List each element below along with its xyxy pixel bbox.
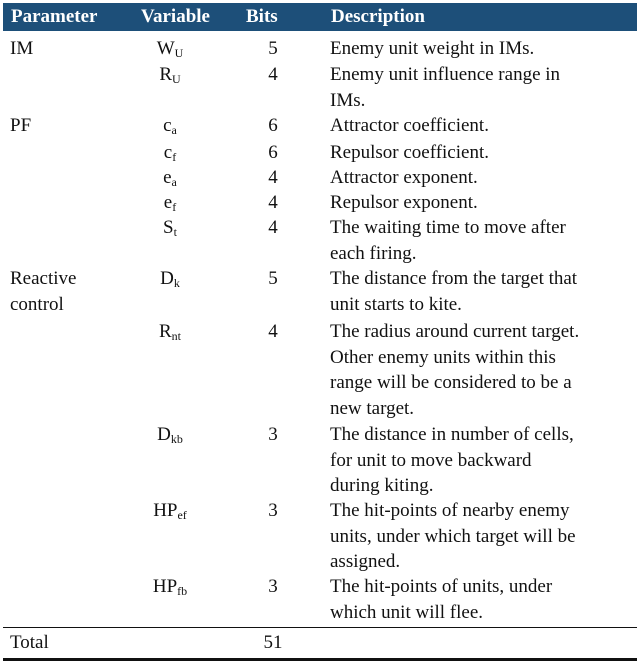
description-line: The waiting time to move after: [330, 217, 566, 238]
description-line: range will be considered to be a: [330, 372, 572, 393]
group-label: IM: [10, 38, 34, 59]
bits-cell: 4: [268, 321, 278, 342]
variable-subscript: fb: [177, 584, 188, 598]
description-line: The hit-points of nearby enemy: [330, 500, 570, 521]
variable-cell: Dkb: [130, 422, 210, 452]
total-label: Total: [10, 632, 49, 653]
description-line: new target.: [330, 397, 415, 419]
variable-symbol: R: [158, 321, 172, 342]
description-line: unit starts to kite.: [330, 293, 462, 315]
variable-cell: HPef: [130, 498, 210, 528]
variable-symbol: e: [163, 192, 173, 213]
variable-symbol: e: [163, 167, 172, 188]
bits-cell: 3: [268, 576, 278, 597]
variable-symbol: c: [163, 115, 172, 136]
description-line: Enemy unit weight in IMs.: [330, 38, 535, 59]
bits-cell: 3: [268, 424, 278, 445]
description-line: units, under which target will be: [330, 525, 576, 547]
description-line: Other enemy units within this: [330, 346, 556, 368]
bits-cell: 5: [268, 38, 278, 59]
variable-cell: HPfb: [130, 574, 210, 604]
variable-subscript: a: [171, 175, 177, 189]
variable-subscript: U: [172, 72, 181, 86]
header-variable: Variable: [141, 6, 210, 27]
variable-symbol: HP: [152, 576, 178, 597]
variable-subscript: f: [172, 200, 177, 214]
description-line: The distance in number of cells,: [330, 424, 574, 445]
description-line: assigned.: [330, 551, 401, 572]
variable-cell: St: [130, 215, 210, 245]
group-label: PF: [10, 115, 32, 136]
variable-cell: Dk: [130, 266, 210, 296]
variable-cell: Rnt: [130, 319, 210, 349]
total-bits: 51: [263, 632, 283, 653]
table-bottom-rule: [3, 658, 637, 661]
description-line: The distance from the target that: [330, 268, 578, 289]
variable-symbol: D: [160, 268, 174, 289]
bits-cell: 6: [268, 142, 278, 163]
variable-symbol: D: [157, 424, 171, 445]
bits-cell: 4: [268, 192, 278, 213]
bits-cell: 5: [268, 268, 278, 289]
table-header: Parameter Variable Bits Description: [3, 3, 637, 31]
variable-symbol: S: [163, 217, 174, 238]
variable-subscript: t: [173, 225, 177, 239]
header-description: Description: [331, 6, 425, 27]
variable-symbol: R: [159, 64, 172, 85]
bits-cell: 4: [268, 167, 278, 188]
description-line: Attractor coefficient.: [330, 115, 489, 136]
bits-cell: 4: [268, 217, 278, 238]
variable-cell: RU: [130, 62, 210, 92]
variable-cell: ea: [130, 165, 210, 195]
description-line: Repulsor coefficient.: [330, 142, 489, 163]
variable-cell: WU: [130, 36, 210, 66]
variable-symbol: HP: [153, 500, 178, 521]
variable-subscript: ef: [177, 508, 187, 522]
description-line: The radius around current target.: [330, 321, 580, 342]
description-line: IMs.: [330, 89, 366, 111]
variable-symbol: W: [156, 38, 175, 59]
description-line: Enemy unit influence range in: [330, 64, 561, 85]
description-line: Attractor exponent.: [330, 167, 478, 188]
header-parameter: Parameter: [11, 6, 98, 27]
bits-cell: 6: [268, 115, 278, 136]
total-divider: [3, 627, 637, 628]
group-label: control: [10, 293, 64, 315]
description-line: during kiting.: [330, 475, 434, 496]
variable-subscript: kb: [170, 432, 183, 446]
header-bits: Bits: [246, 6, 278, 27]
variable-symbol: c: [163, 142, 173, 163]
description-line: which unit will flee.: [330, 601, 484, 623]
variable-cell: ca: [130, 113, 210, 143]
variable-subscript: nt: [171, 329, 182, 343]
bits-cell: 3: [268, 500, 278, 521]
variable-subscript: f: [172, 150, 177, 164]
description-line: each firing.: [330, 242, 417, 264]
variable-subscript: k: [173, 276, 180, 290]
variable-cell: cf: [130, 140, 210, 170]
variable-subscript: U: [174, 46, 184, 60]
description-line: Repulsor exponent.: [330, 192, 478, 213]
group-label: Reactive: [10, 268, 77, 289]
variable-cell: ef: [130, 190, 210, 220]
bits-cell: 4: [268, 64, 278, 85]
description-line: for unit to move backward: [330, 449, 532, 471]
description-line: The hit-points of units, under: [330, 576, 553, 597]
variable-subscript: a: [171, 123, 177, 137]
